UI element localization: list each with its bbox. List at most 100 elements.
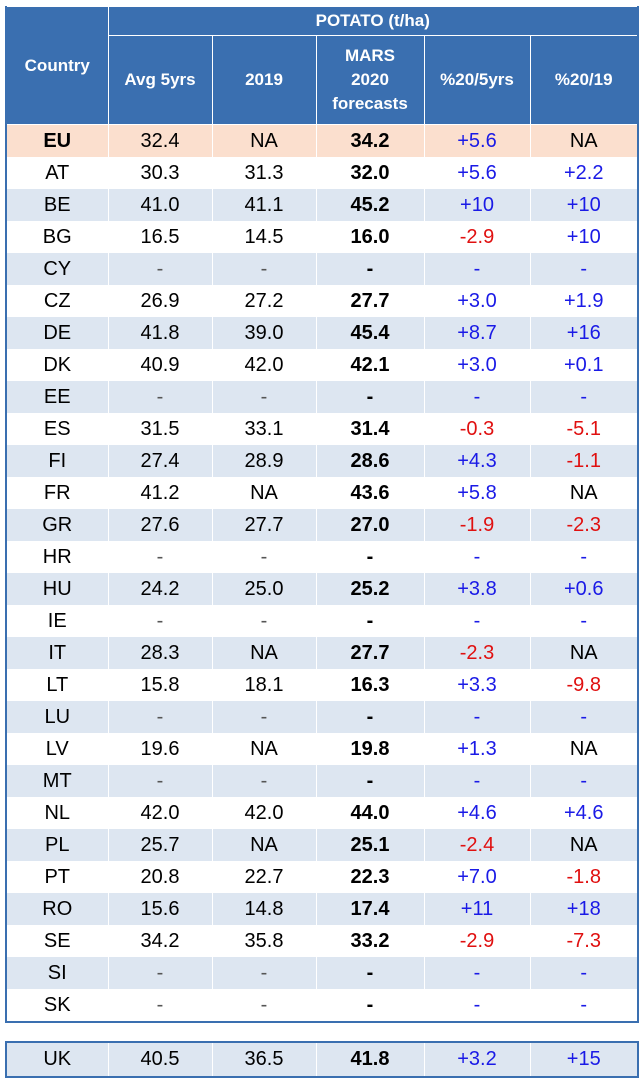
forecast-cell: 28.6 [315,445,424,477]
change-vs-5yrs-cell: -1.9 [423,509,530,541]
table-row-ee: EE - - - - - [5,381,638,413]
year-2019-cell: 35.8 [211,925,316,957]
year-2019-cell: NA [211,477,316,509]
change-vs-5yrs-cell: - [423,701,530,733]
avg-5yrs-cell: - [107,989,212,1022]
forecast-cell: - [315,989,424,1022]
forecast-cell: 25.1 [315,829,424,861]
country-cell: BG [5,221,108,253]
country-cell: EU [5,124,108,157]
country-cell: HU [5,573,108,605]
year-2019-cell: 22.7 [211,861,316,893]
year-2019-cell: 33.1 [211,413,316,445]
country-cell: UK [5,1042,108,1077]
change-vs-2019-header: %20/19 [529,35,639,125]
table-row-bg: BG 16.5 14.5 16.0 -2.9 +10 [5,221,638,253]
change-vs-2019-cell: NA [529,637,638,669]
change-vs-2019-cell: +10 [529,221,638,253]
avg-5yrs-cell: 25.7 [107,829,212,861]
avg-5yrs-cell: 42.0 [107,797,212,829]
forecast-cell: - [315,701,424,733]
table-row-eu: EU 32.4 NA 34.2 +5.6 NA [5,124,638,157]
table-row-hr: HR - - - - - [5,541,638,573]
forecast-cell: 31.4 [315,413,424,445]
avg-5yrs-cell: 41.2 [107,477,212,509]
table-row-se: SE 34.2 35.8 33.2 -2.9 -7.3 [5,925,638,957]
table-row-uk: UK 40.5 36.5 41.8 +3.2 +15 [5,1042,638,1077]
change-vs-2019-cell: - [529,701,638,733]
avg-5yrs-cell: 27.6 [107,509,212,541]
change-vs-2019-cell: +0.6 [529,573,638,605]
table-row-be: BE 41.0 41.1 45.2 +10 +10 [5,189,638,221]
change-vs-5yrs-cell: +3.0 [423,349,530,381]
year-2019-cell: - [211,765,316,797]
change-vs-5yrs-cell: +3.3 [423,669,530,701]
mars-2020-forecasts-header: MARS 2020 forecasts [315,35,425,125]
forecast-cell: 27.0 [315,509,424,541]
avg-5yrs-cell: 19.6 [107,733,212,765]
country-cell: NL [5,797,108,829]
change-vs-5yrs-cell: +8.7 [423,317,530,349]
year-2019-cell: - [211,605,316,637]
change-vs-5yrs-cell: - [423,381,530,413]
potato-group-header: POTATO (t/ha) [107,6,639,36]
avg-5yrs-cell: - [107,381,212,413]
country-cell: RO [5,893,108,925]
year-2019-cell: - [211,989,316,1022]
table-row-gr: GR 27.6 27.7 27.0 -1.9 -2.3 [5,509,638,541]
country-cell: AT [5,157,108,189]
change-vs-5yrs-cell: -2.9 [423,925,530,957]
change-vs-5yrs-cell: - [423,957,530,989]
forecast-cell: 44.0 [315,797,424,829]
country-cell: LU [5,701,108,733]
change-vs-5yrs-cell: -2.9 [423,221,530,253]
change-vs-2019-cell: - [529,957,638,989]
forecast-cell: 34.2 [315,124,424,157]
change-vs-5yrs-cell: -2.4 [423,829,530,861]
avg-5yrs-cell: - [107,605,212,637]
forecast-cell: - [315,381,424,413]
change-vs-2019-cell: +18 [529,893,638,925]
table-row-fr: FR 41.2 NA 43.6 +5.8 NA [5,477,638,509]
change-vs-2019-cell: +15 [529,1042,638,1077]
forecast-cell: 19.8 [315,733,424,765]
table-row-dk: DK 40.9 42.0 42.1 +3.0 +0.1 [5,349,638,381]
year-2019-cell: 28.9 [211,445,316,477]
country-cell: CY [5,253,108,285]
avg-5yrs-cell: 16.5 [107,221,212,253]
country-column-header: Country [5,6,109,125]
country-cell: DE [5,317,108,349]
change-vs-5yrs-cell: +1.3 [423,733,530,765]
year-2019-cell: NA [211,637,316,669]
change-vs-2019-cell: +0.1 [529,349,638,381]
forecast-cell: - [315,541,424,573]
avg-5yrs-cell: 30.3 [107,157,212,189]
change-vs-2019-cell: NA [529,477,638,509]
year-2019-cell: 27.2 [211,285,316,317]
country-cell: DK [5,349,108,381]
country-cell: GR [5,509,108,541]
table-row-at: AT 30.3 31.3 32.0 +5.6 +2.2 [5,157,638,189]
table-row-cz: CZ 26.9 27.2 27.7 +3.0 +1.9 [5,285,638,317]
avg-5yrs-cell: 40.9 [107,349,212,381]
change-vs-5yrs-cell: - [423,765,530,797]
year-2019-cell: - [211,701,316,733]
year-2019-cell: - [211,253,316,285]
avg-5yrs-cell: 15.8 [107,669,212,701]
change-vs-5yrs-cell: +5.6 [423,157,530,189]
table-row-sk: SK - - - - - [5,989,638,1022]
change-vs-2019-cell: +1.9 [529,285,638,317]
avg-5yrs-cell: 28.3 [107,637,212,669]
forecast-cell: - [315,957,424,989]
change-vs-2019-cell: - [529,253,638,285]
table-row-pt: PT 20.8 22.7 22.3 +7.0 -1.8 [5,861,638,893]
change-vs-2019-cell: - [529,381,638,413]
change-vs-5yrs-cell: -0.3 [423,413,530,445]
change-vs-5yrs-cell: - [423,541,530,573]
year-2019-cell: 39.0 [211,317,316,349]
country-cell: SE [5,925,108,957]
forecast-cell: 43.6 [315,477,424,509]
change-vs-5yrs-cell: +5.6 [423,124,530,157]
year-2019-cell: 36.5 [211,1042,316,1077]
change-vs-2019-cell: +16 [529,317,638,349]
